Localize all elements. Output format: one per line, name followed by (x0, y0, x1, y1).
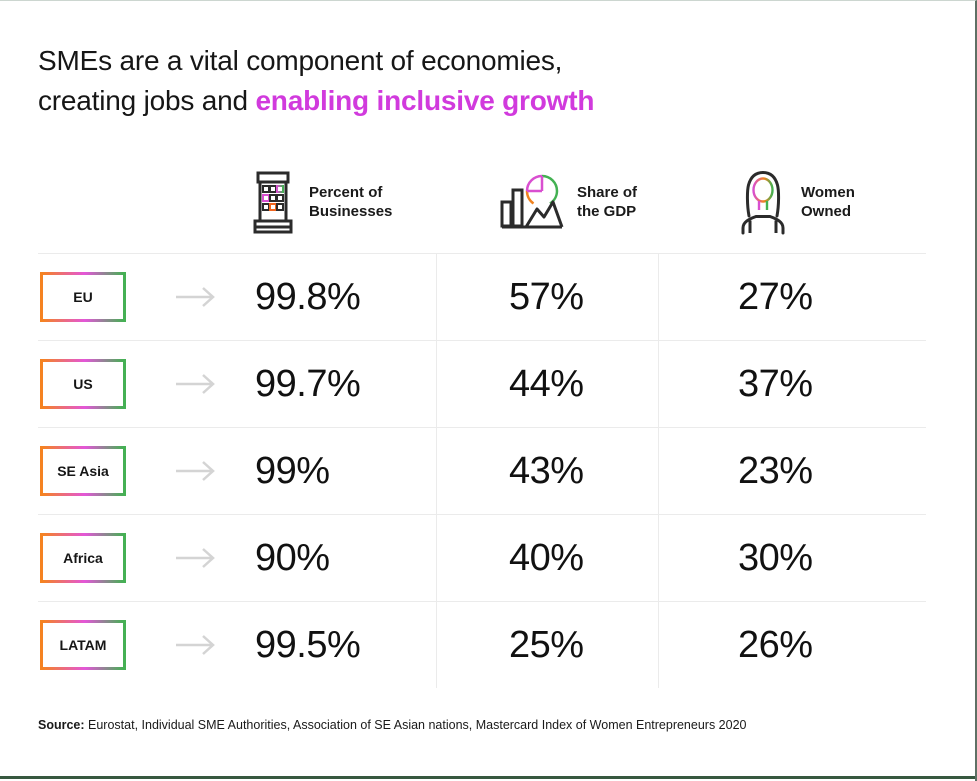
women-cell: 37% (658, 341, 928, 427)
source-label: Source: (38, 718, 85, 732)
page-title: SMEs are a vital component of economies,… (38, 41, 926, 121)
region-label: LATAM (59, 637, 107, 653)
table-row-eu: EU 99.8% 57% 27% (38, 253, 926, 340)
region-badge: SE Asia (40, 446, 126, 496)
region-badge: US (40, 359, 126, 409)
title-line1: SMEs are a vital component of economies, (38, 45, 563, 76)
table-row-africa: Africa 90% 40% 30% (38, 514, 926, 601)
header-label: Share of the GDP (577, 183, 637, 221)
region-cell: LATAM 99.5% (38, 602, 436, 688)
region-badge: LATAM (40, 620, 126, 670)
percent-of-businesses-value: 90% (255, 536, 330, 579)
header-label: Women Owned (801, 183, 855, 221)
header-share-of-gdp: Share of the GDP (436, 172, 658, 232)
arrow-right-icon (176, 548, 215, 568)
arrow-right-icon (176, 374, 215, 394)
source-text: Eurostat, Individual SME Authorities, As… (84, 718, 747, 732)
region-label: SE Asia (57, 463, 109, 479)
women-owned-value: 27% (738, 275, 813, 318)
percent-of-businesses-value: 99% (255, 449, 330, 492)
share-of-gdp-value: 25% (509, 623, 584, 666)
header-label: Percent of Businesses (309, 183, 392, 221)
region-label: EU (73, 289, 93, 305)
arrow-right-icon (176, 461, 215, 481)
region-label: US (73, 376, 93, 392)
gdp-cell: 25% (436, 602, 658, 688)
gdp-chart-icon (500, 174, 564, 229)
region-cell: Africa 90% (38, 515, 436, 601)
header-percent-of-businesses: Percent of Businesses (38, 169, 436, 235)
woman-icon (741, 170, 785, 235)
women-cell: 30% (658, 515, 928, 601)
women-cell: 26% (658, 602, 928, 688)
gdp-cell: 57% (436, 254, 658, 340)
percent-of-businesses-value: 99.5% (255, 623, 361, 666)
table-row-us: US 99.7% 44% 37% (38, 340, 926, 427)
header-label-line1: Share of (577, 184, 638, 201)
header-label-line1: Women (801, 184, 855, 201)
header-label-line1: Percent of (309, 184, 383, 201)
percent-of-businesses-value: 99.7% (255, 362, 361, 405)
bottom-border-bar (0, 776, 975, 779)
share-of-gdp-value: 43% (509, 449, 584, 492)
table-row-se-asia: SE Asia 99% 43% 23% (38, 427, 926, 514)
women-owned-value: 37% (738, 362, 813, 405)
region-label: Africa (63, 550, 103, 566)
gdp-cell: 43% (436, 428, 658, 514)
women-owned-value: 30% (738, 536, 813, 579)
share-of-gdp-value: 40% (509, 536, 584, 579)
percent-of-businesses-value: 99.8% (255, 275, 361, 318)
region-cell: US 99.7% (38, 341, 436, 427)
region-badge: EU (40, 272, 126, 322)
region-badge: Africa (40, 533, 126, 583)
region-cell: EU 99.8% (38, 254, 436, 340)
source-note: Source: Eurostat, Individual SME Authori… (38, 718, 926, 732)
women-cell: 27% (658, 254, 928, 340)
header-label-line2: the GDP (577, 203, 637, 220)
women-owned-value: 23% (738, 449, 813, 492)
arrow-right-icon (176, 635, 215, 655)
gdp-cell: 40% (436, 515, 658, 601)
header-label-line2: Businesses (309, 203, 393, 220)
table-row-latam: LATAM 99.5% 25% 26% (38, 601, 926, 688)
gdp-cell: 44% (436, 341, 658, 427)
table-header: Percent of Businesses Share of (38, 151, 926, 253)
title-line2-highlight: enabling inclusive growth (255, 85, 595, 116)
share-of-gdp-value: 57% (509, 275, 584, 318)
arrow-right-icon (176, 287, 215, 307)
region-cell: SE Asia 99% (38, 428, 436, 514)
building-icon (253, 171, 293, 234)
share-of-gdp-value: 44% (509, 362, 584, 405)
title-line2-plain: creating jobs and (38, 85, 256, 116)
women-cell: 23% (658, 428, 928, 514)
header-label-line2: Owned (801, 203, 852, 220)
women-owned-value: 26% (738, 623, 813, 666)
header-women-owned: Women Owned (658, 169, 928, 235)
